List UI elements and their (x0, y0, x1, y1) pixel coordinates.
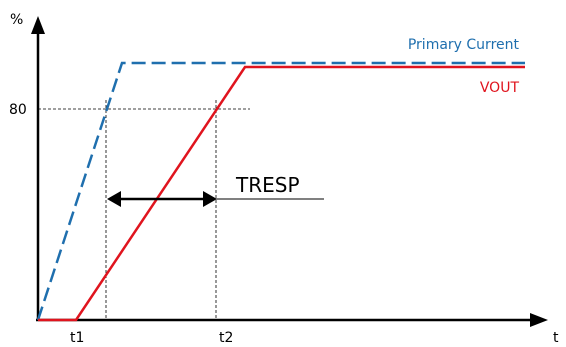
x-tick-t2-label: t2 (219, 330, 233, 346)
y-tick-80-label: 80 (9, 102, 27, 118)
tresp-label: TRESP (235, 173, 300, 197)
primary-current-line (36, 61, 525, 321)
x-tick-t1-label: t1 (70, 330, 84, 346)
tresp-left-arrowhead-icon (107, 191, 121, 207)
vout-legend-label: VOUT (480, 80, 520, 96)
primary-current-legend-label: Primary Current (408, 37, 520, 53)
tresp-right-arrowhead-icon (203, 191, 217, 207)
y-axis-label: % (10, 12, 23, 28)
y-axis-arrow-icon (31, 16, 45, 34)
x-axis-arrow-icon (530, 313, 548, 327)
vout-line (38, 65, 525, 322)
x-axis-label: t (553, 330, 559, 346)
